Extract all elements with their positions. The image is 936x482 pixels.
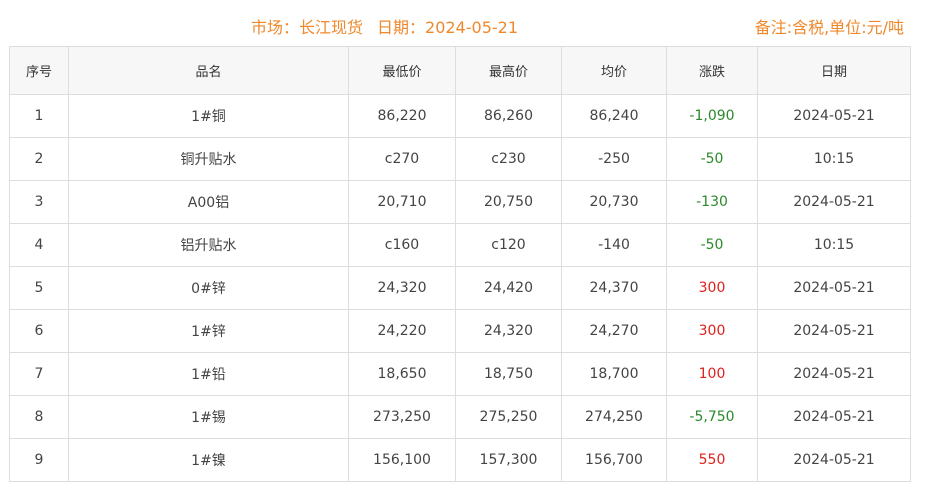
table-cell: 18,700 <box>561 352 667 396</box>
table-cell: 2 <box>9 137 69 181</box>
table-cell: 2024-05-21 <box>757 395 911 439</box>
table-cell: 1#铅 <box>68 352 349 396</box>
table-cell: 275,250 <box>455 395 562 439</box>
table-cell: 20,750 <box>455 180 562 224</box>
table-cell: c230 <box>455 137 562 181</box>
table-cell: 300 <box>666 266 758 310</box>
table-cell: 24,220 <box>348 309 456 353</box>
table-row: 8 1#锡 273,250 275,250 274,250 -5,750 2024-05-2… <box>9 395 911 439</box>
table-row: 4 铝升贴水 c160 c120 -140 -50 10:15 <box>9 223 911 267</box>
table-cell: 18,750 <box>455 352 562 396</box>
table-row: 2 铜升贴水 c270 c230 -250 -50 10:15 <box>9 137 911 181</box>
table-cell: 10:15 <box>757 223 911 267</box>
table-cell: c120 <box>455 223 562 267</box>
table-cell: 6 <box>9 309 69 353</box>
table-cell: 0#锌 <box>68 266 349 310</box>
table-cell: 铝升贴水 <box>68 223 349 267</box>
table-cell: -140 <box>561 223 667 267</box>
column-header: 日期 <box>757 46 911 95</box>
table-cell: 274,250 <box>561 395 667 439</box>
table-cell: 24,320 <box>455 309 562 353</box>
table-row: 9 1#镍 156,100 157,300 156,700 550 2024-05-21 <box>9 438 911 482</box>
table-cell: -1,090 <box>666 94 758 138</box>
table-cell: 8 <box>9 395 69 439</box>
table-cell: 5 <box>9 266 69 310</box>
table-cell: 10:15 <box>757 137 911 181</box>
table-cell: c160 <box>348 223 456 267</box>
table-cell: 24,420 <box>455 266 562 310</box>
table-cell: 2024-05-21 <box>757 352 911 396</box>
table-row: 7 1#铅 18,650 18,750 18,700 100 2024-05-21 <box>9 352 911 396</box>
table-cell: 2024-05-21 <box>757 94 911 138</box>
table-cell: 100 <box>666 352 758 396</box>
table-cell: 2024-05-21 <box>757 438 911 482</box>
table-cell: -250 <box>561 137 667 181</box>
table-cell: 20,730 <box>561 180 667 224</box>
table-cell: -5,750 <box>666 395 758 439</box>
table-cell: 2024-05-21 <box>757 266 911 310</box>
table-cell: -130 <box>666 180 758 224</box>
table-cell: c270 <box>348 137 456 181</box>
table-cell: 273,250 <box>348 395 456 439</box>
table-cell: 铜升贴水 <box>68 137 349 181</box>
market-label: 市场：长江现货 <box>251 18 364 37</box>
table-row: 6 1#锌 24,220 24,320 24,270 300 2024-05-21 <box>9 309 911 353</box>
table-cell: 20,710 <box>348 180 456 224</box>
table-cell: 7 <box>9 352 69 396</box>
column-header: 最高价 <box>455 46 562 95</box>
table-cell: 3 <box>9 180 69 224</box>
table-cell: 1#锌 <box>68 309 349 353</box>
price-table: 序号 品名 最低价 最高价 均价 涨跌 日期 1 1#铜 86,220 86,260 86,240-… <box>9 46 911 482</box>
table-cell: 2024-05-21 <box>757 309 911 353</box>
table-cell: 2024-05-21 <box>757 180 911 224</box>
table-cell: 1#锡 <box>68 395 349 439</box>
column-header: 品名 <box>68 46 349 95</box>
market-title: 市场：长江现货 日期：2024-05-21 <box>251 14 532 38</box>
column-header: 序号 <box>9 46 69 95</box>
table-cell: 86,240 <box>561 94 667 138</box>
table-cell: A00铝 <box>68 180 349 224</box>
table-cell: 24,320 <box>348 266 456 310</box>
table-row: 3 A00铝 20,710 20,750 20,730 -130 2024-05-21 <box>9 180 911 224</box>
column-header: 均价 <box>561 46 667 95</box>
table-cell: 1#铜 <box>68 94 349 138</box>
table-cell: 1 <box>9 94 69 138</box>
table-cell: 157,300 <box>455 438 562 482</box>
table-cell: 24,370 <box>561 266 667 310</box>
unit-note: 备注:含税,单位:元/吨 <box>754 18 904 37</box>
table-cell: -50 <box>666 223 758 267</box>
table-cell: 86,260 <box>455 94 562 138</box>
table-cell: 156,700 <box>561 438 667 482</box>
date-label: 日期：2024-05-21 <box>377 18 519 37</box>
table-cell: 18,650 <box>348 352 456 396</box>
table-cell: 9 <box>9 438 69 482</box>
table-row: 5 0#锌 24,320 24,420 24,370 300 2024-05-21 <box>9 266 911 310</box>
table-cell: 1#镍 <box>68 438 349 482</box>
table-cell: 156,100 <box>348 438 456 482</box>
table-row: 1 1#铜 86,220 86,260 86,240 -1,090 2024-05-21 <box>9 94 911 138</box>
table-cell: 24,270 <box>561 309 667 353</box>
table-cell: -50 <box>666 137 758 181</box>
column-header: 涨跌 <box>666 46 758 95</box>
table-cell: 86,220 <box>348 94 456 138</box>
table-cell: 4 <box>9 223 69 267</box>
column-header: 最低价 <box>348 46 456 95</box>
table-cell: 550 <box>666 438 758 482</box>
table-cell: 300 <box>666 309 758 353</box>
